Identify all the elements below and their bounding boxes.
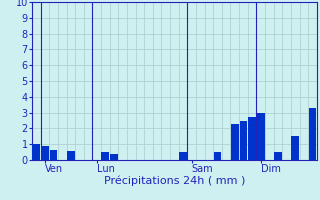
X-axis label: Précipitations 24h ( mm ): Précipitations 24h ( mm ) [104, 176, 245, 186]
Bar [179, 152, 187, 160]
Bar [240, 120, 247, 160]
Bar [41, 146, 49, 160]
Bar [274, 152, 282, 160]
Bar [50, 150, 58, 160]
Bar [308, 108, 316, 160]
Bar [110, 154, 118, 160]
Bar [248, 117, 256, 160]
Bar [101, 152, 109, 160]
Bar [257, 113, 265, 160]
Bar [67, 151, 75, 160]
Bar [291, 136, 299, 160]
Bar [32, 144, 40, 160]
Bar [231, 124, 239, 160]
Bar [214, 152, 221, 160]
